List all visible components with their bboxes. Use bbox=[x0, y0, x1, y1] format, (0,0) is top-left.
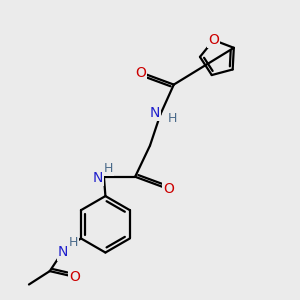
Text: N: N bbox=[150, 106, 160, 120]
Text: N: N bbox=[58, 245, 68, 260]
Text: N: N bbox=[92, 171, 103, 185]
Text: O: O bbox=[163, 182, 174, 196]
Text: H: H bbox=[104, 162, 113, 175]
Text: O: O bbox=[135, 66, 146, 80]
Text: O: O bbox=[208, 33, 219, 47]
Text: H: H bbox=[168, 112, 178, 125]
Text: H: H bbox=[68, 236, 78, 249]
Text: O: O bbox=[69, 270, 80, 284]
